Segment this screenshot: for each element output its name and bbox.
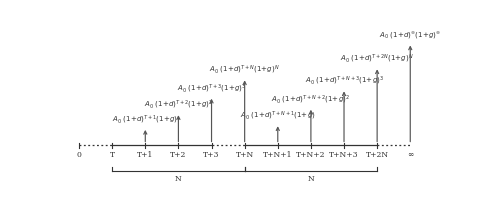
Text: T+2: T+2 [170, 151, 186, 159]
Text: $A_0\ (1\!+\!d)^{T+2N}(1\!+\!g)^N$: $A_0\ (1\!+\!d)^{T+2N}(1\!+\!g)^N$ [340, 53, 414, 65]
Text: $A_0\ (1\!+\!d)^{T+2}(1\!+\!g)^2$: $A_0\ (1\!+\!d)^{T+2}(1\!+\!g)^2$ [144, 99, 213, 111]
Text: T+3: T+3 [204, 151, 220, 159]
Text: T+N: T+N [236, 151, 254, 159]
Text: T+N+2: T+N+2 [296, 151, 326, 159]
Text: 0: 0 [76, 151, 82, 159]
Text: $A_0\ (1\!+\!d)^{T+3}(1\!+\!g)^3$: $A_0\ (1\!+\!d)^{T+3}(1\!+\!g)^3$ [177, 82, 246, 95]
Text: $A_0\ (1\!+\!d)^{T+N+2}(1\!+\!g)^2$: $A_0\ (1\!+\!d)^{T+N+2}(1\!+\!g)^2$ [272, 94, 350, 106]
Text: T+1: T+1 [137, 151, 154, 159]
Text: N: N [308, 175, 314, 183]
Text: $A_0\ (1\!+\!d)^{\infty}(1\!+\!g)^{\infty}$: $A_0\ (1\!+\!d)^{\infty}(1\!+\!g)^{\inft… [379, 31, 442, 41]
Text: ∞: ∞ [407, 151, 414, 159]
Text: T+2N: T+2N [366, 151, 388, 159]
Text: $A_0\ (1\!+\!d)^{T+N+1}(1\!+\!g)$: $A_0\ (1\!+\!d)^{T+N+1}(1\!+\!g)$ [240, 110, 316, 122]
Text: T: T [110, 151, 114, 159]
Text: $A_0\ (1\!+\!d)^{T+N}(1\!+\!g)^N$: $A_0\ (1\!+\!d)^{T+N}(1\!+\!g)^N$ [210, 64, 280, 76]
Text: $A_0\ (1\!+\!d)^{T+N+3}(1\!+\!g)^3$: $A_0\ (1\!+\!d)^{T+N+3}(1\!+\!g)^3$ [304, 75, 384, 87]
Text: N: N [175, 175, 182, 183]
Text: T+N+1: T+N+1 [263, 151, 292, 159]
Text: T+N+3: T+N+3 [329, 151, 359, 159]
Text: $A_0\ (1\!+\!d)^{T+1}(1\!+\!g)$: $A_0\ (1\!+\!d)^{T+1}(1\!+\!g)$ [112, 114, 178, 126]
